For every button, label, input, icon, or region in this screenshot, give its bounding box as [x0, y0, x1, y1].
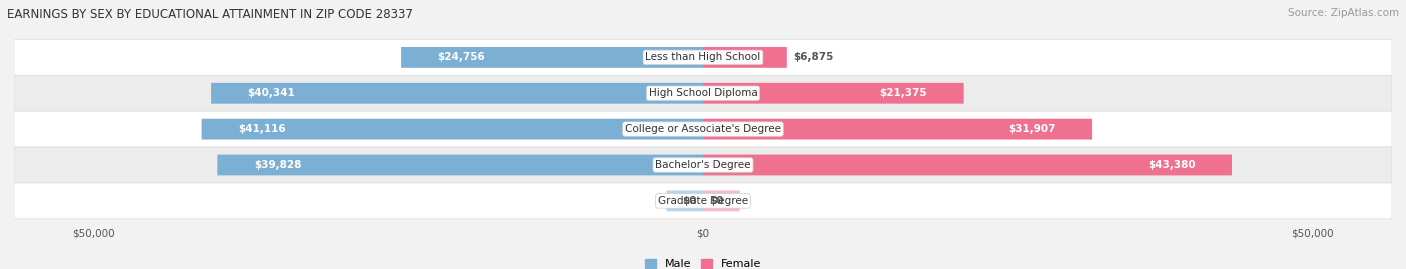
Text: High School Diploma: High School Diploma: [648, 88, 758, 98]
Text: $39,828: $39,828: [254, 160, 301, 170]
FancyBboxPatch shape: [703, 190, 740, 211]
Text: $6,875: $6,875: [793, 52, 834, 62]
FancyBboxPatch shape: [703, 83, 963, 104]
Text: $41,116: $41,116: [238, 124, 285, 134]
Text: Graduate Degree: Graduate Degree: [658, 196, 748, 206]
Text: $0: $0: [682, 196, 697, 206]
Text: $40,341: $40,341: [247, 88, 295, 98]
FancyBboxPatch shape: [14, 183, 1392, 219]
Text: $21,375: $21,375: [879, 88, 927, 98]
Text: $43,380: $43,380: [1147, 160, 1195, 170]
FancyBboxPatch shape: [201, 119, 703, 140]
FancyBboxPatch shape: [703, 119, 1092, 140]
FancyBboxPatch shape: [14, 75, 1392, 111]
Text: $0: $0: [709, 196, 724, 206]
FancyBboxPatch shape: [14, 40, 1392, 75]
Text: College or Associate's Degree: College or Associate's Degree: [626, 124, 780, 134]
Legend: Male, Female: Male, Female: [641, 254, 765, 269]
FancyBboxPatch shape: [666, 190, 703, 211]
FancyBboxPatch shape: [703, 155, 1232, 175]
Text: Source: ZipAtlas.com: Source: ZipAtlas.com: [1288, 8, 1399, 18]
FancyBboxPatch shape: [218, 155, 703, 175]
Text: EARNINGS BY SEX BY EDUCATIONAL ATTAINMENT IN ZIP CODE 28337: EARNINGS BY SEX BY EDUCATIONAL ATTAINMEN…: [7, 8, 413, 21]
FancyBboxPatch shape: [211, 83, 703, 104]
FancyBboxPatch shape: [14, 147, 1392, 183]
FancyBboxPatch shape: [14, 111, 1392, 147]
Text: $31,907: $31,907: [1008, 124, 1056, 134]
Text: $24,756: $24,756: [437, 52, 485, 62]
FancyBboxPatch shape: [401, 47, 703, 68]
FancyBboxPatch shape: [703, 47, 787, 68]
Text: Less than High School: Less than High School: [645, 52, 761, 62]
Text: Bachelor's Degree: Bachelor's Degree: [655, 160, 751, 170]
